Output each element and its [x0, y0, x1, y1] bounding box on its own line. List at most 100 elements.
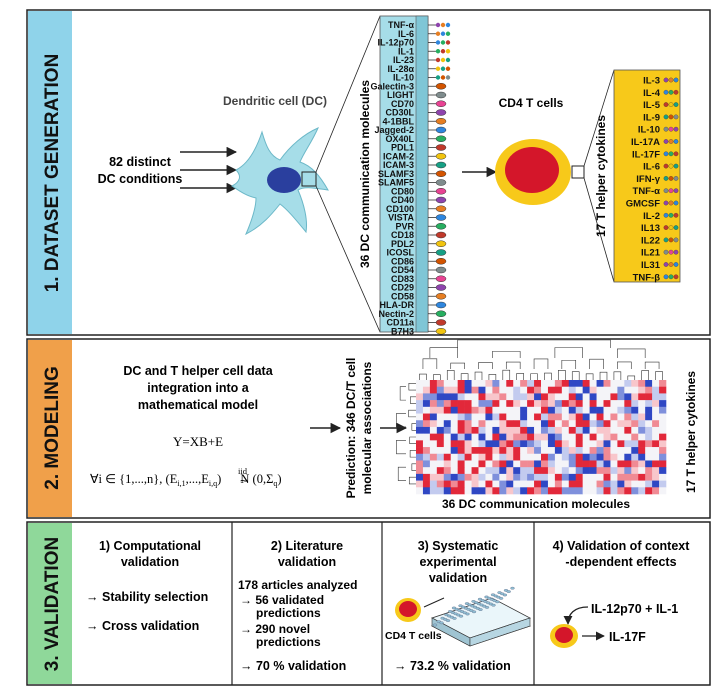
dendrogram-branch	[585, 373, 594, 380]
section1-band	[28, 11, 72, 334]
heatmap-cell	[492, 440, 500, 448]
heatmap-cell	[659, 460, 667, 468]
col4-t-cell-icon	[550, 624, 578, 648]
heatmap-cell	[429, 433, 438, 441]
heatmap-cell	[631, 460, 639, 468]
heatmap-cell	[631, 386, 639, 394]
heatmap-cell	[485, 473, 493, 481]
receptor-icon	[435, 310, 447, 317]
col1-item-2: → Cross validation	[86, 619, 199, 633]
model-description-1: DC and T helper cell data	[123, 364, 273, 378]
heatmap-cell	[443, 453, 452, 461]
heatmap-cell	[610, 487, 618, 495]
heatmap-cell	[603, 386, 611, 394]
heatmap-cell	[582, 433, 590, 441]
section-validation: 3. VALIDATION 1) Computational validatio…	[26, 521, 711, 686]
heatmap-cell	[547, 473, 556, 481]
heatmap-cell	[575, 440, 583, 448]
cytokine-dot-icon	[668, 89, 674, 95]
heatmap-cell	[436, 420, 445, 428]
section3-band	[28, 523, 72, 684]
cytokine-dot-icon	[435, 31, 441, 36]
heatmap-cell	[471, 426, 479, 434]
heatmap-cell	[513, 393, 521, 401]
cytokine-label: TNF-β	[633, 272, 661, 283]
heatmap-cell	[659, 386, 667, 394]
cytokine-dot-icon	[445, 49, 451, 54]
heatmap-cell	[478, 393, 486, 401]
heatmap-cell	[506, 480, 514, 488]
heatmap-cell	[631, 413, 639, 421]
heatmap-cell	[561, 473, 570, 481]
heatmap-cell	[547, 487, 556, 495]
heatmap-cell	[464, 386, 472, 394]
cytokine-dot-icon	[663, 188, 669, 194]
heatmap-cell	[652, 453, 660, 461]
heatmap-cell	[582, 453, 590, 461]
heatmap-cell	[485, 420, 493, 428]
heatmap-cell	[464, 380, 472, 388]
dendrogram-branch	[474, 371, 483, 380]
heatmap-cell	[624, 420, 632, 428]
dc-molecule-label: CD18	[391, 230, 414, 240]
heatmap-cell	[416, 433, 424, 441]
heatmap-cell	[499, 433, 507, 441]
section-dataset-generation: 1. DATASET GENERATION 82 distinct DC con…	[26, 9, 711, 336]
heatmap-cell	[485, 467, 493, 475]
col1-title-2: validation	[121, 555, 179, 569]
heatmap-cell	[610, 406, 618, 414]
cytokine-dot-icon	[668, 188, 674, 194]
heatmap-cell	[575, 386, 583, 394]
col3-t-cell-icon	[395, 598, 421, 622]
heatmap-cell	[561, 480, 570, 488]
heatmap-cell	[638, 440, 646, 448]
dendrogram-branch	[644, 361, 660, 369]
heatmap-cell	[547, 440, 556, 448]
heatmap-cell	[631, 480, 639, 488]
cytokine-dot-icon	[440, 31, 446, 36]
heatmap-cell	[589, 440, 597, 448]
heatmap-cell	[541, 460, 549, 468]
heatmap-cell	[582, 426, 590, 434]
cytokine-dot-icon	[668, 249, 674, 255]
heatmap-cell	[561, 467, 570, 475]
heatmap-cell	[596, 433, 604, 441]
dc-molecule-label: 4-1BBL	[382, 116, 414, 126]
col4-output: IL-17F	[609, 630, 646, 644]
heatmap-cell	[659, 447, 667, 455]
heatmap-cell	[492, 393, 500, 401]
heatmap-cell	[652, 400, 660, 408]
heatmap-cell	[499, 420, 507, 428]
cytokine-dot-icon	[663, 126, 669, 132]
col4-input-arrow	[563, 606, 589, 625]
heatmap-cell	[506, 460, 514, 468]
heatmap-cell	[436, 433, 445, 441]
heatmap-cell	[631, 380, 639, 388]
receptor-icon	[435, 170, 447, 177]
heatmap-cell	[617, 467, 625, 475]
cytokine-dot-icon	[663, 163, 669, 169]
heatmap-cell	[603, 406, 611, 414]
heatmap-cell	[631, 453, 639, 461]
heatmap-cell	[596, 413, 604, 421]
cytokine-dot-icon	[663, 237, 669, 243]
heatmap-cell	[443, 380, 452, 388]
heatmap-cell	[638, 380, 646, 388]
heatmap-cell	[499, 460, 507, 468]
heatmap-cell	[429, 447, 438, 455]
receptor-icon	[435, 109, 447, 116]
model-description-2: integration into a	[147, 381, 249, 395]
heatmap-cell	[422, 453, 431, 461]
heatmap-cell	[624, 393, 632, 401]
cytokine-label: IL-17A	[631, 137, 660, 148]
cytokine-dot-icon	[435, 66, 441, 71]
cytokine-label: GMCSF	[626, 199, 661, 210]
heatmap-cell	[492, 433, 500, 441]
heatmap-cell	[582, 406, 590, 414]
heatmap-cell	[506, 487, 514, 495]
heatmap-cell	[652, 480, 660, 488]
heatmap-cell	[485, 480, 493, 488]
cytokine-label: IL-10	[638, 125, 660, 136]
heatmap-cell	[541, 473, 549, 481]
heatmap-cell	[527, 380, 535, 388]
